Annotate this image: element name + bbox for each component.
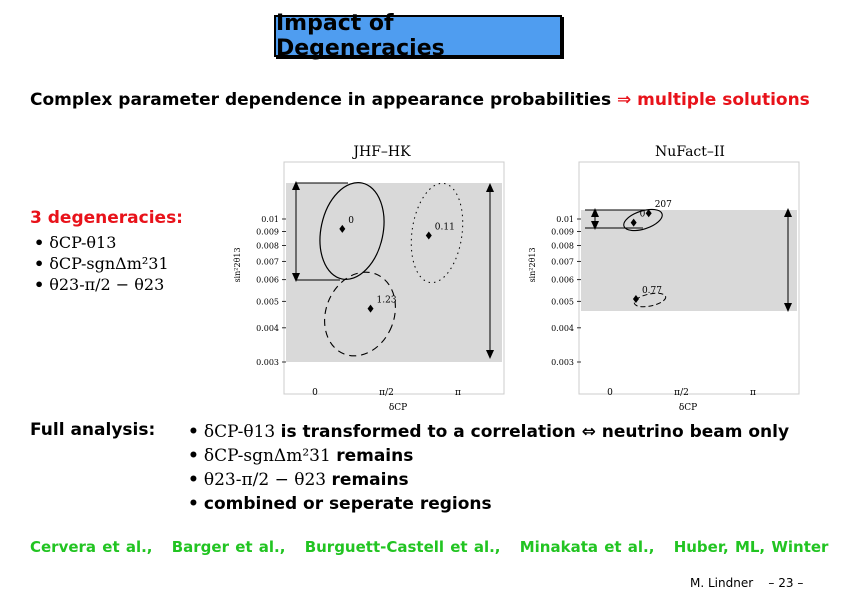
data-points: 0 207 0.77 xyxy=(630,200,672,303)
data-point-label: 1.23 xyxy=(377,296,397,306)
reference: Cervera et al., xyxy=(30,538,153,556)
shaded-region xyxy=(286,183,502,362)
data-point xyxy=(630,218,637,227)
references: Cervera et al., Barger et al., Burguett-… xyxy=(30,538,841,556)
y-tick-label: 0.003 xyxy=(551,358,574,367)
headline-arrow: ⇒ xyxy=(617,90,632,110)
y-tick-label: 0.009 xyxy=(256,228,279,237)
degeneracy-item: • θ23-π/2 − θ23 xyxy=(34,275,165,294)
x-tick-label: 0 xyxy=(607,388,613,398)
chart-jhf-hk: JHF–HK sin²2θ13 0.01 0.009 0.008 0.007 0.006… xyxy=(233,144,505,413)
footer: M. Lindner – 23 – xyxy=(690,576,803,590)
footer-page: – 23 – xyxy=(768,576,804,590)
full-analysis-item: • combined or seperate regions xyxy=(188,494,492,514)
headline: Complex parameter dependence in appearan… xyxy=(30,90,810,110)
x-axis-label: δCP xyxy=(679,403,697,413)
y-tick-label: 0.006 xyxy=(551,276,574,285)
degeneracy-item: • δCP-θ13 xyxy=(34,233,117,252)
data-point xyxy=(339,224,346,233)
x-tick-label: π/2 xyxy=(379,388,394,398)
chart-title: JHF–HK xyxy=(351,144,411,160)
x-tick-label: 0 xyxy=(312,388,318,398)
full-analysis-label: Full analysis: xyxy=(30,420,156,440)
y-tick-label: 0.004 xyxy=(256,324,279,333)
y-tick-label: 0.004 xyxy=(551,324,574,333)
full-analysis-item: • θ23-π/2 − θ23 remains xyxy=(188,470,409,490)
x-tick-labels: 0 π/2 π xyxy=(607,388,756,398)
data-point xyxy=(632,294,639,303)
y-tick-labels: 0.01 0.009 0.008 0.007 0.006 0.005 0.004 0.003 xyxy=(256,215,286,367)
y-tick-label: 0.003 xyxy=(256,358,279,367)
y-tick-label: 0.009 xyxy=(551,228,574,237)
x-tick-label: π/2 xyxy=(674,388,689,398)
y-axis-label: sin²2θ13 xyxy=(528,247,537,282)
y-tick-labels: 0.01 0.009 0.008 0.007 0.006 0.005 0.004 0.003 xyxy=(551,215,581,367)
headline-main: Complex parameter dependence in appearan… xyxy=(30,90,612,110)
data-point xyxy=(425,231,432,240)
degeneracies-label: 3 degeneracies: xyxy=(30,208,183,228)
x-tick-labels: 0 π/2 π xyxy=(312,388,461,398)
shaded-region xyxy=(581,210,797,311)
data-point-label: 0 xyxy=(348,216,354,226)
data-point xyxy=(645,209,652,218)
slide-title-text: Impact of Degeneracies xyxy=(276,11,445,61)
y-tick-label: 0.006 xyxy=(256,276,279,285)
chart-nufact-ii: NuFact–II sin²2θ13 0.010.0090.0080.0070.… xyxy=(528,144,800,413)
y-tick-label: 0.008 xyxy=(256,242,279,251)
y-axis-label: sin²2θ13 xyxy=(233,247,242,282)
full-analysis-item: • δCP-θ13 is transformed to a correlation… xyxy=(188,422,790,442)
x-tick-label: π xyxy=(455,388,461,398)
y-tick-label: 0.005 xyxy=(551,297,574,306)
y-tick-label: 0.007 xyxy=(551,257,574,266)
data-point xyxy=(367,304,374,313)
reference: Huber, ML, Winter xyxy=(673,538,829,556)
y-tick-label: 0.01 xyxy=(556,215,574,224)
full-analysis-list: • δCP-θ13 is transformed to a correlation… xyxy=(188,420,789,516)
data-point-label: 0.77 xyxy=(642,286,662,296)
full-analysis-item: • δCP-sgnΔm²31 remains xyxy=(188,446,414,466)
y-tick-label: 0.005 xyxy=(256,297,279,306)
reference: Burguett-Castell et al., xyxy=(304,538,501,556)
degeneracy-item: • δCP-sgnΔm²31 xyxy=(34,254,169,273)
y-tick-label: 0.01 xyxy=(261,215,279,224)
reference: Minakata et al., xyxy=(519,538,655,556)
x-tick-label: π xyxy=(750,388,756,398)
reference: Barger et al., xyxy=(171,538,286,556)
x-axis-label: δCP xyxy=(389,403,407,413)
headline-highlight: multiple solutions xyxy=(637,90,810,110)
data-point-label: 0 xyxy=(640,210,646,220)
y-tick-label: 0.008 xyxy=(551,242,574,251)
data-points: 0 0.11 1.23 xyxy=(339,216,455,313)
slide-title: Impact of Degeneracies xyxy=(274,11,562,61)
degeneracies-list: • δCP-θ13 • δCP-sgnΔm²31 • θ23-π/2 − θ23 xyxy=(34,232,169,295)
data-point-label: 0.11 xyxy=(435,223,455,233)
footer-author: M. Lindner xyxy=(690,576,754,590)
data-point-label: 207 xyxy=(655,200,672,210)
y-tick-label: 0.007 xyxy=(256,257,279,266)
chart-title: NuFact–II xyxy=(655,144,725,160)
